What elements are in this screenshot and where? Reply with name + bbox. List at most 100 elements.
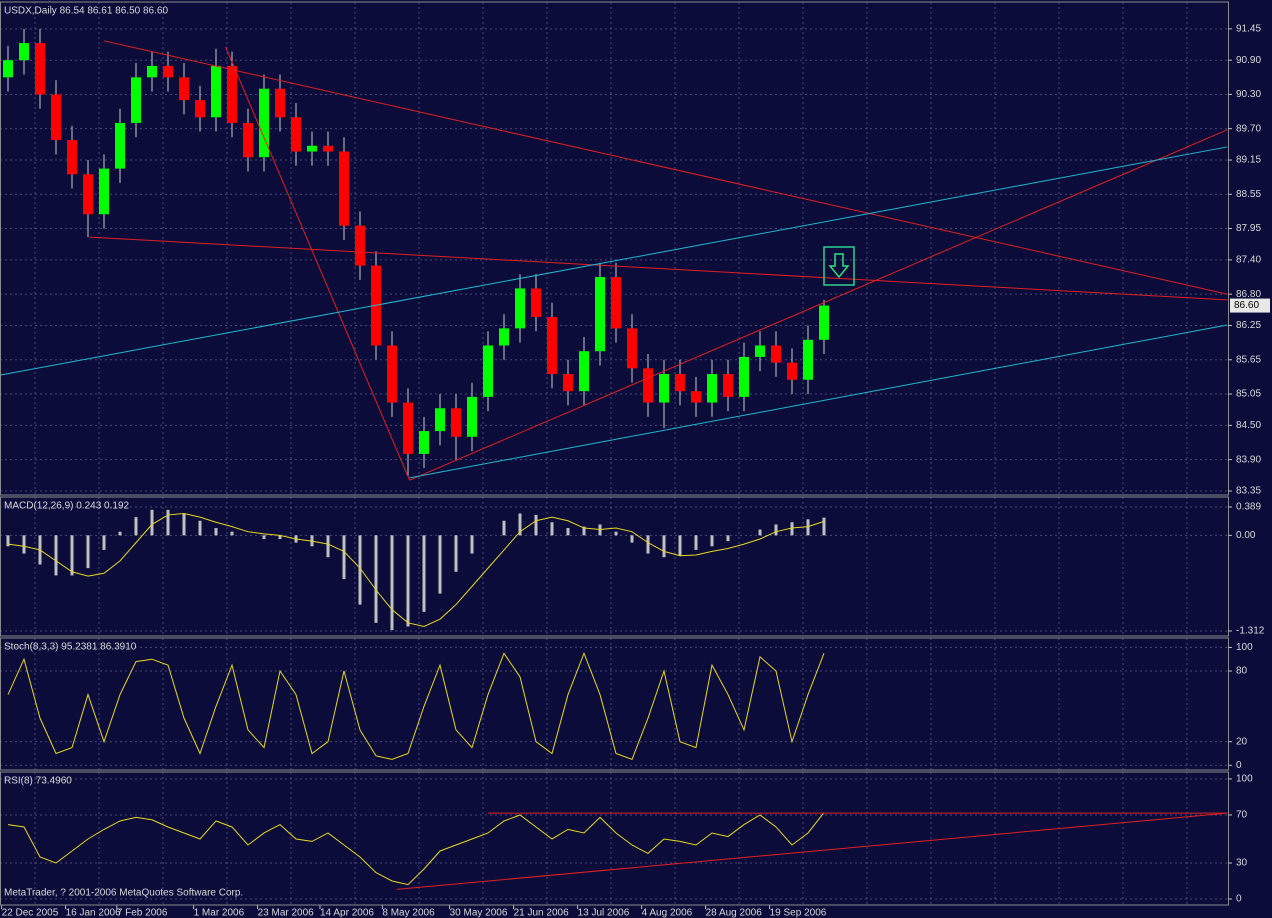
y-tick-label: 89.15 (1236, 155, 1261, 166)
trendline (225, 46, 411, 481)
candle-body (83, 174, 93, 215)
macd-bar (6, 535, 10, 547)
candle-body (227, 65, 237, 123)
macd-bar (390, 535, 394, 631)
candle-body (195, 100, 205, 118)
y-tick-label: 86.80 (1236, 289, 1261, 300)
x-tick-label: 14 Apr 2006 (320, 908, 374, 918)
signal-box (823, 246, 855, 286)
macd-bar (214, 528, 218, 536)
y-tick-label: 0.389 (1236, 502, 1261, 513)
x-tick-label: 8 May 2006 (382, 908, 435, 918)
candle-body (419, 431, 429, 454)
panel (7, 812, 1228, 890)
y-tick-label: 0 (1236, 894, 1242, 905)
macd-bar (710, 535, 714, 547)
macd-bar (566, 528, 570, 536)
trendline (0, 146, 1228, 376)
y-tick-label: 83.90 (1236, 454, 1261, 465)
y-tick-label: 70 (1236, 810, 1248, 821)
macd-bar (22, 535, 26, 554)
y-tick-label: 90.90 (1236, 55, 1261, 66)
y-tick-label: 83.35 (1236, 486, 1261, 497)
macd-bar (422, 535, 426, 612)
trendline (89, 236, 1228, 301)
marks (0, 28, 1228, 890)
candle-body (723, 374, 733, 397)
macd-bar (358, 535, 362, 605)
macd-bar (470, 535, 474, 554)
signal-line (7, 512, 825, 627)
y-tick-label: 80 (1236, 666, 1248, 677)
candle-body (595, 277, 605, 352)
trendline (396, 812, 1228, 890)
y-tick-label: 89.70 (1236, 123, 1261, 134)
panel (7, 651, 825, 761)
candle-body (355, 225, 365, 266)
candle-body (115, 122, 125, 169)
candle-body (643, 368, 653, 403)
panel-title: Stoch(8,3,3) 95.2381 86.3910 (4, 642, 137, 653)
candle-body (531, 288, 541, 317)
macd-bar (662, 535, 666, 558)
y-tick-label: 100 (1236, 774, 1253, 785)
grid (0, 2, 1228, 905)
macd-bar (374, 535, 378, 623)
panel-title: RSI(8) 73.4960 (4, 776, 72, 787)
candle-body (611, 277, 621, 329)
macd-bar (774, 524, 778, 536)
candle-body (163, 65, 173, 78)
candle-body (243, 122, 253, 158)
x-tick-label: 30 May 2006 (450, 908, 508, 918)
macd-bar (150, 509, 154, 536)
x-tick-label: 7 Feb 2006 (117, 908, 168, 918)
candle-body (19, 43, 29, 61)
last-price-label: 86.60 (1234, 300, 1259, 311)
panel-title: USDX,Daily 86.54 86.61 86.50 86.60 (4, 6, 168, 17)
candle-body (739, 356, 749, 397)
y-tick-label: 0 (1236, 760, 1242, 771)
macd-bar (118, 531, 122, 536)
macd-bar (166, 509, 170, 536)
y-tick-label: 100 (1236, 642, 1253, 653)
macd-bar (518, 513, 522, 536)
x-tick-label: 28 Aug 2006 (706, 908, 763, 918)
candle-body (403, 402, 413, 454)
candle-body (291, 117, 301, 152)
candle-body (579, 351, 589, 392)
macd-bar (102, 535, 106, 550)
macd-bar (614, 531, 618, 536)
macd-bar (326, 535, 330, 558)
values-line (7, 812, 825, 886)
candle-body (51, 94, 61, 141)
trendline (409, 129, 1228, 481)
macd-bar (534, 514, 538, 536)
macd-bar (454, 535, 458, 572)
macd-bar (262, 535, 266, 539)
y-tick-label: 84.50 (1236, 420, 1261, 431)
y-tick-label: 0.00 (1236, 530, 1256, 541)
candle-body (35, 43, 45, 95)
candle-body (307, 145, 317, 152)
x-tick-label: 23 Mar 2006 (258, 908, 315, 918)
macd-bar (582, 526, 586, 536)
panel-frame (0, 496, 1229, 637)
macd-bar (86, 535, 90, 569)
y-tick-label: 85.65 (1236, 354, 1261, 365)
candle-body (707, 374, 717, 403)
macd-bar (54, 535, 58, 576)
panel-frame (0, 637, 1229, 771)
candle-body (803, 339, 813, 380)
panel-frame (0, 771, 1229, 906)
candle-body (483, 345, 493, 397)
candle-body (387, 345, 397, 403)
macd-bar (694, 535, 698, 550)
macd-bar (438, 535, 442, 594)
macd-bar (790, 522, 794, 536)
panel (0, 28, 1228, 481)
macd-bar (678, 535, 682, 556)
macd-bar (550, 522, 554, 536)
